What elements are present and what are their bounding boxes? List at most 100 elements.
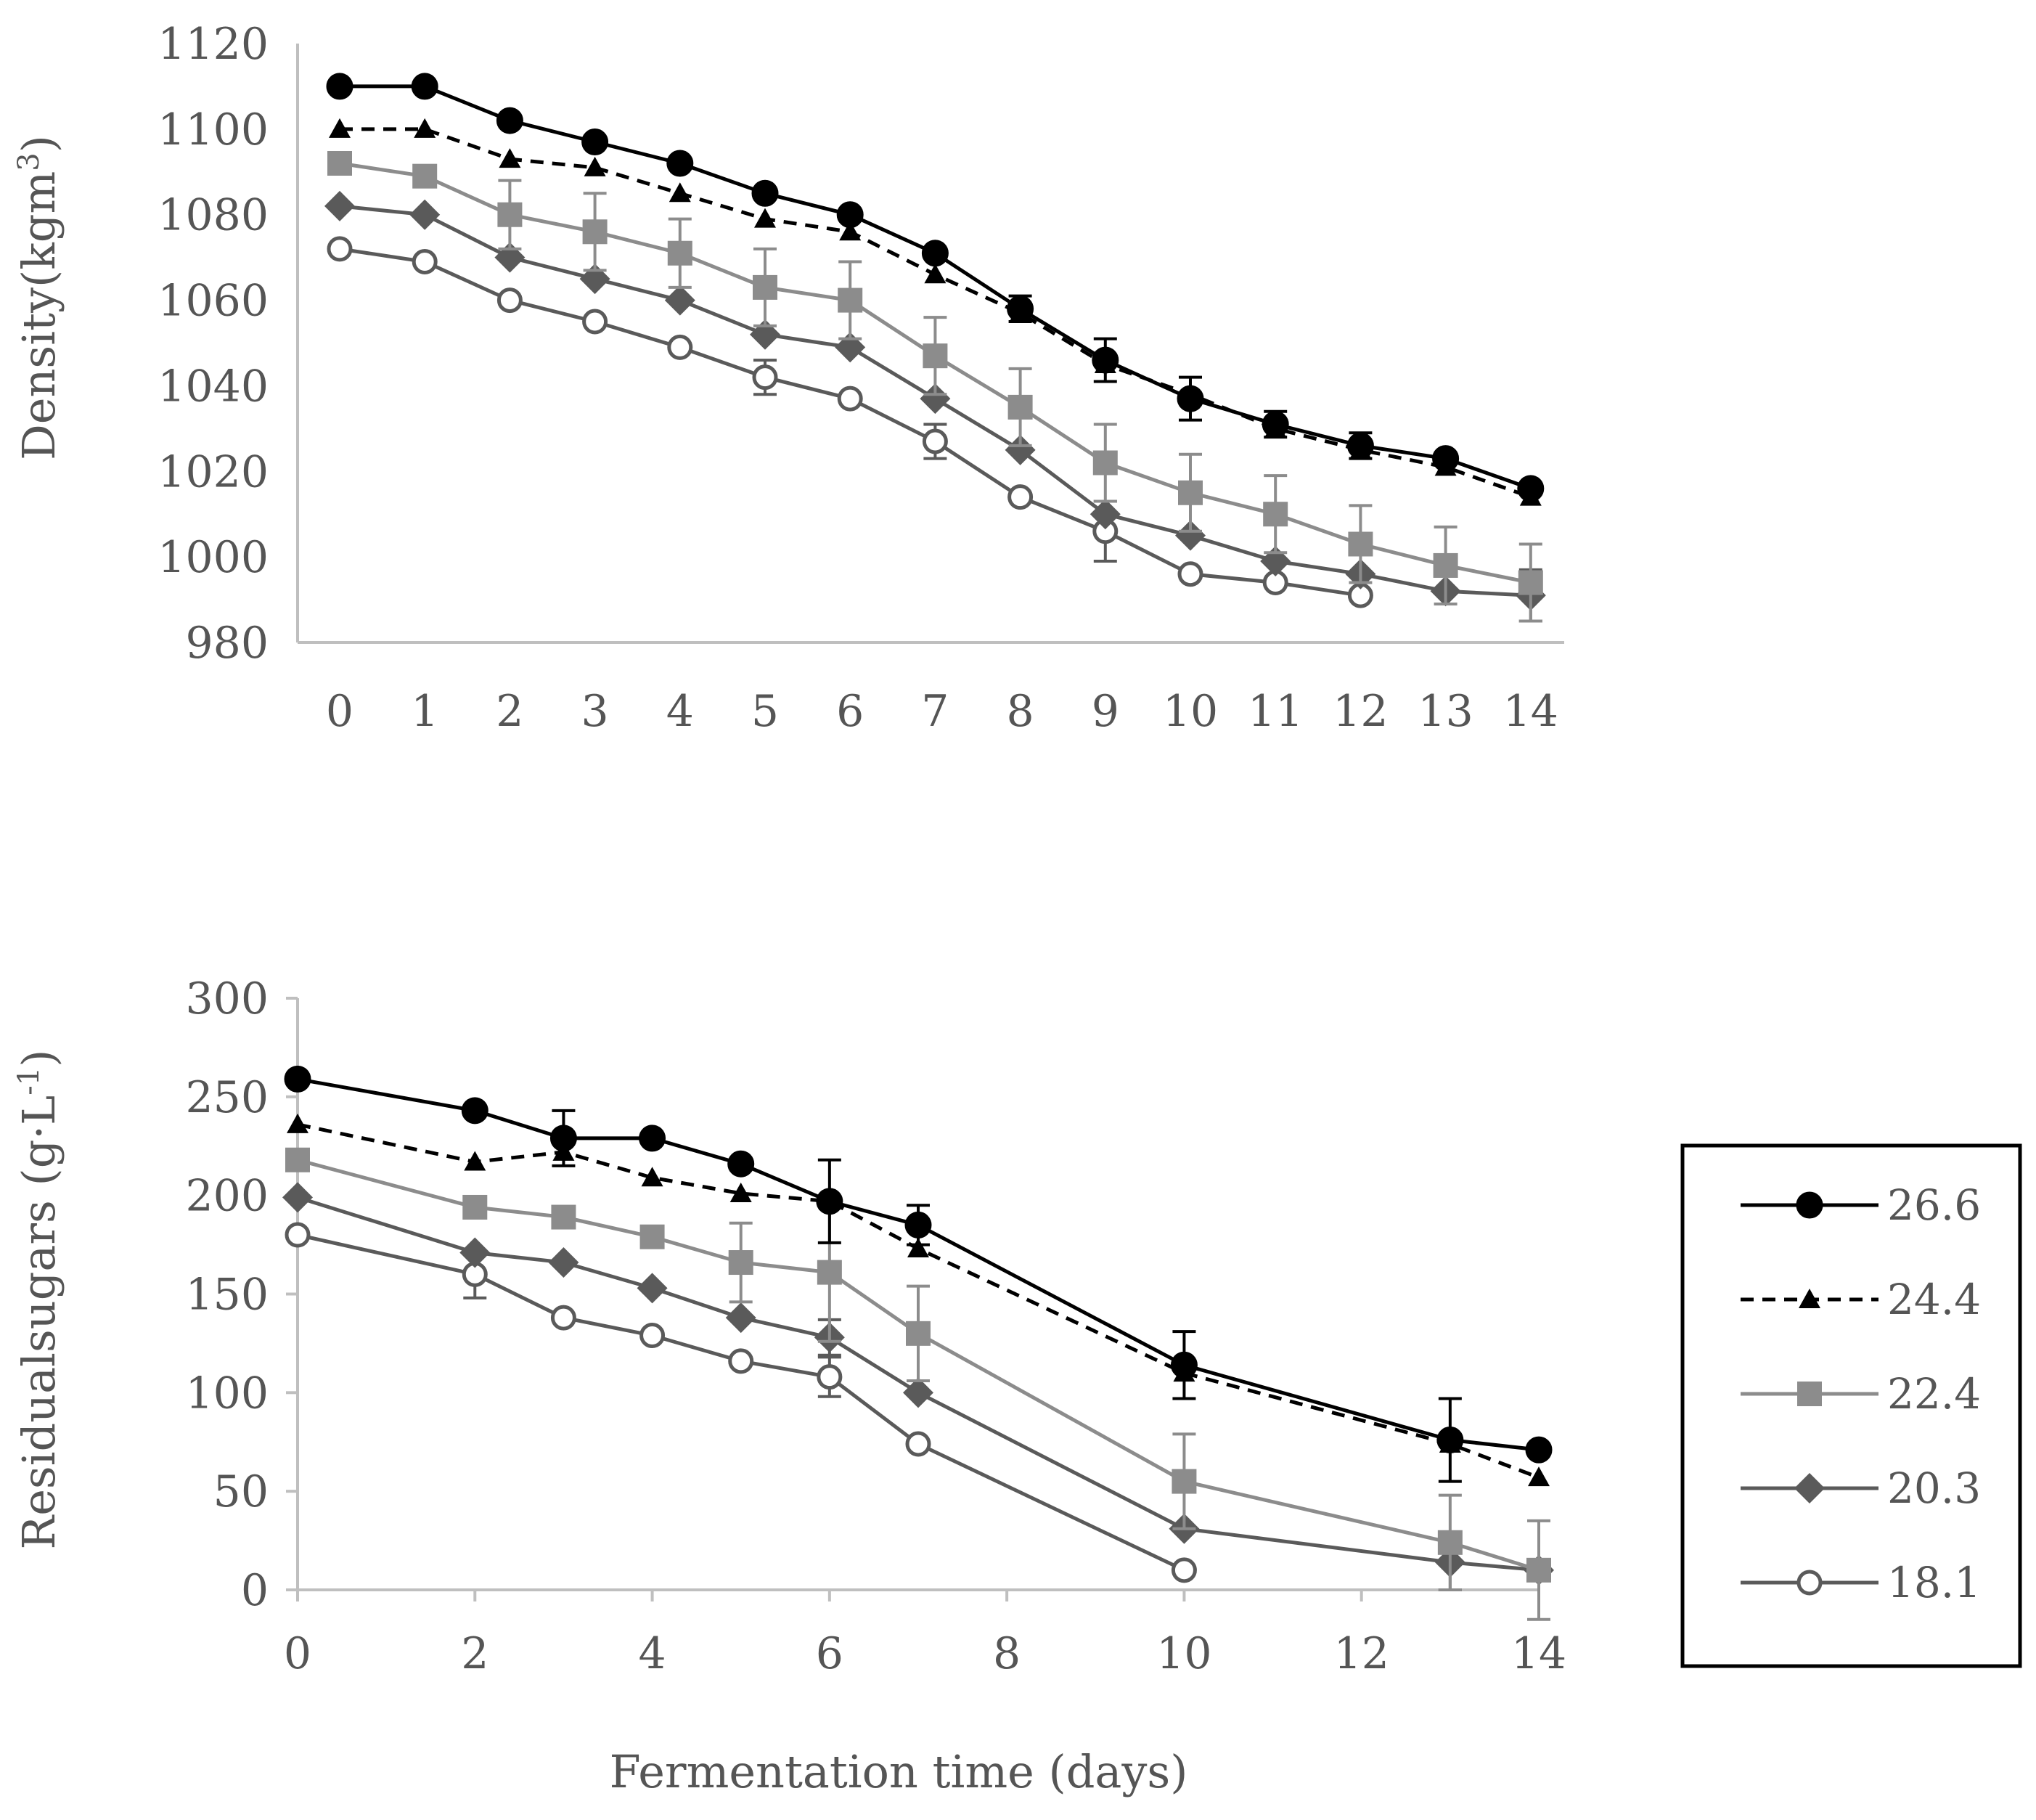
sugars-data-point-26.6 xyxy=(816,1188,843,1215)
legend-marker-18.1 xyxy=(1796,1570,1823,1596)
sugars-data-point-22.4 xyxy=(285,1147,310,1172)
legend: 26.6 24.4 22.4 20.3 18.1 xyxy=(1680,1143,2022,1668)
density-x-tick-label: 14 xyxy=(1503,686,1558,737)
density-y-tick-labels: 980 1000 1020 1040 1060 1080 1100 1120 xyxy=(158,19,269,669)
legend-marker-20.3 xyxy=(1794,1473,1825,1503)
density-data-point-18.1 xyxy=(1007,484,1034,510)
density-data-point-24.4 xyxy=(499,148,521,168)
density-data-point-22.4 xyxy=(923,343,948,369)
density-data-point-26.6 xyxy=(1517,475,1545,502)
sugars-data-point-22.4 xyxy=(462,1194,488,1220)
legend-items: 26.6 24.4 22.4 20.3 18.1 xyxy=(1741,1180,1981,1607)
sugars-data-point-22.4 xyxy=(639,1224,665,1249)
density-y-tick-label: 1040 xyxy=(158,361,269,412)
density-y-axis-title: Density(kgm3) xyxy=(12,135,65,460)
density-data-point-22.4 xyxy=(667,240,692,266)
density-data-point-22.4 xyxy=(753,274,777,300)
legend-label-18.1: 18.1 xyxy=(1887,1558,1981,1607)
density-data-point-22.4 xyxy=(1518,570,1543,595)
density-data-point-24.4 xyxy=(924,264,947,284)
sugars-data-point-22.4 xyxy=(906,1321,931,1346)
sugars-data-point-24.4 xyxy=(907,1238,929,1258)
legend-label-22.4: 22.4 xyxy=(1887,1369,1981,1419)
density-x-tick-labels: 0 1 2 3 4 5 6 7 8 9 10 11 12 13 14 xyxy=(326,686,1558,737)
sugars-data-point-18.1 xyxy=(728,1348,754,1374)
density-data-point-18.1 xyxy=(327,236,353,262)
sugars-data-point-20.3 xyxy=(903,1377,933,1408)
density-data-point-18.1 xyxy=(412,249,438,275)
sugars-data-point-20.3 xyxy=(282,1182,313,1213)
density-y-tick-label: 1060 xyxy=(158,276,269,327)
density-x-tick-label: 13 xyxy=(1418,686,1473,737)
sugars-data-point-18.1 xyxy=(817,1364,843,1390)
sugars-data-point-26.6 xyxy=(904,1211,932,1239)
sugars-data-point-20.3 xyxy=(548,1247,579,1278)
density-data-point-26.6 xyxy=(836,201,864,229)
sugars-data-point-26.6 xyxy=(1525,1436,1553,1464)
density-data-point-18.1 xyxy=(667,334,693,360)
density-data-point-20.3 xyxy=(664,285,695,316)
density-data-point-22.4 xyxy=(1348,531,1373,557)
sugars-series-26.6 xyxy=(284,1065,1553,1483)
density-data-point-18.1 xyxy=(752,364,778,391)
sugars-series-line-24.4 xyxy=(297,1122,1540,1480)
sugars-x-tick-label: 4 xyxy=(638,1628,666,1679)
sugars-y-tick-label: 100 xyxy=(185,1368,269,1419)
sugars-series-line-20.3 xyxy=(297,1196,1540,1572)
density-data-point-20.3 xyxy=(1005,434,1036,465)
sugars-data-point-26.6 xyxy=(549,1125,577,1152)
legend-label-24.4: 24.4 xyxy=(1887,1275,1981,1324)
density-x-tick-label: 4 xyxy=(666,686,694,737)
density-x-tick-label: 5 xyxy=(751,686,779,737)
sugars-x-tick-label: 14 xyxy=(1511,1628,1566,1679)
legend-item-20.3: 20.3 xyxy=(1741,1464,1981,1513)
sugars-data-point-26.6 xyxy=(284,1065,311,1093)
sugars-x-tick-label: 8 xyxy=(993,1628,1021,1679)
density-data-point-26.6 xyxy=(1432,445,1460,473)
density-data-point-20.3 xyxy=(920,383,951,415)
density-data-point-26.6 xyxy=(1177,385,1204,412)
density-data-point-26.6 xyxy=(1346,432,1374,460)
sugars-series-18.1 xyxy=(285,1222,1197,1583)
sugars-data-point-24.4 xyxy=(464,1151,486,1171)
density-y-tick-label: 1020 xyxy=(158,446,269,497)
density-y-tick-label: 1000 xyxy=(158,532,269,583)
density-data-point-22.4 xyxy=(1092,450,1118,476)
sugars-y-tick-label: 0 xyxy=(241,1565,269,1616)
sugars-data-point-26.6 xyxy=(1170,1351,1198,1379)
sugars-data-point-20.3 xyxy=(725,1302,756,1334)
density-y-tick-label: 980 xyxy=(185,618,269,669)
sugars-data-point-24.4 xyxy=(287,1113,308,1133)
density-x-tick-label: 7 xyxy=(921,686,949,737)
sugars-series-line-18.1 xyxy=(297,1233,1185,1572)
density-data-point-20.3 xyxy=(1175,520,1206,551)
density-data-point-22.4 xyxy=(497,202,523,227)
density-data-point-22.4 xyxy=(838,287,863,313)
sugars-x-tick-label: 6 xyxy=(816,1628,843,1679)
sugars-series-22.4 xyxy=(285,1147,1551,1621)
density-plot-area xyxy=(324,73,1546,623)
density-axes xyxy=(296,44,1564,644)
density-x-tick-label: 3 xyxy=(581,686,609,737)
density-data-point-24.4 xyxy=(669,182,691,203)
sugars-data-point-22.4 xyxy=(1437,1530,1463,1555)
density-data-point-18.1 xyxy=(922,428,948,454)
legend-marker-22.4 xyxy=(1797,1382,1822,1406)
density-data-point-24.4 xyxy=(754,208,776,228)
legend-item-26.6: 26.6 xyxy=(1741,1180,1981,1230)
density-data-point-18.1 xyxy=(496,287,523,314)
sugars-data-point-24.4 xyxy=(1528,1466,1550,1487)
legend-item-22.4: 22.4 xyxy=(1741,1369,1981,1419)
density-x-tick-label: 2 xyxy=(496,686,523,737)
sugars-y-tick-label: 250 xyxy=(185,1072,269,1123)
density-data-point-26.6 xyxy=(1092,346,1119,374)
sugars-y-tick-label: 200 xyxy=(185,1171,269,1222)
sugars-data-point-18.1 xyxy=(285,1222,311,1248)
sugars-y-tick-label: 300 xyxy=(185,974,269,1024)
density-data-point-24.4 xyxy=(329,118,351,138)
sugars-y-axis-title: Residualsugars (g·L-1) xyxy=(12,1050,65,1550)
density-data-point-20.3 xyxy=(409,199,441,230)
density-x-tick-label: 0 xyxy=(326,686,353,737)
sugars-series-line-22.4 xyxy=(297,1158,1540,1572)
